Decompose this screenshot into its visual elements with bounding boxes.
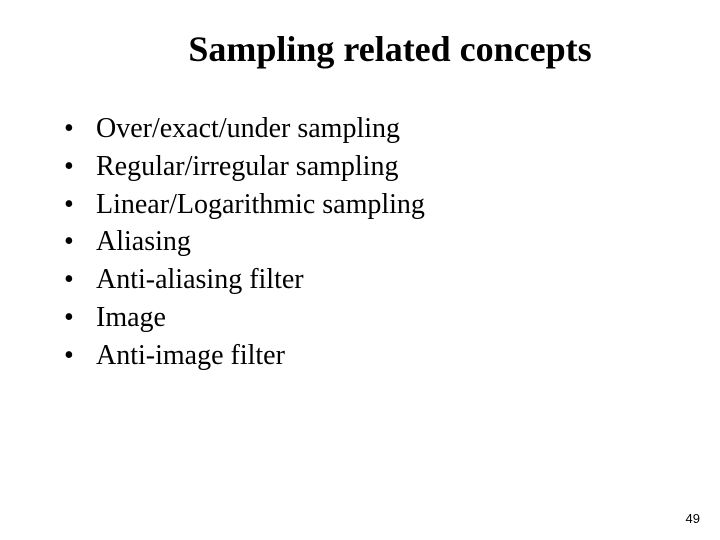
page-number: 49 xyxy=(686,511,700,526)
list-item: Anti-image filter xyxy=(64,337,680,375)
list-item: Linear/Logarithmic sampling xyxy=(64,186,680,224)
slide-container: Sampling related concepts Over/exact/und… xyxy=(0,0,720,540)
list-item: Anti-aliasing filter xyxy=(64,261,680,299)
list-item: Image xyxy=(64,299,680,337)
list-item: Aliasing xyxy=(64,223,680,261)
list-item: Regular/irregular sampling xyxy=(64,148,680,186)
bullet-list: Over/exact/under sampling Regular/irregu… xyxy=(40,110,680,375)
list-item: Over/exact/under sampling xyxy=(64,110,680,148)
slide-title: Sampling related concepts xyxy=(40,28,680,70)
